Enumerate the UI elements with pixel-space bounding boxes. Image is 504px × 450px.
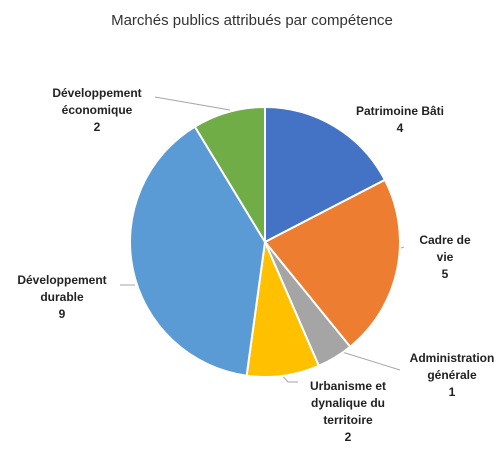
slice-label: Urbanisme et dynalique du territoire <box>309 379 387 427</box>
slice-value: 2 <box>93 120 101 134</box>
pie-slice <box>129 125 267 377</box>
leader-line <box>341 351 401 371</box>
pie-slice <box>263 178 401 349</box>
slice-value: 2 <box>344 430 352 444</box>
slice-value: 4 <box>396 121 404 135</box>
leader-line <box>154 96 231 111</box>
pie-slice <box>193 105 266 246</box>
chart-title: Marchés publics attribués par compétence <box>111 12 393 29</box>
slice-label: Cadre de vie <box>419 233 471 264</box>
slice-label: Développement durable <box>17 273 107 304</box>
slice-value: 9 <box>58 307 66 321</box>
slice-label: Développement économique <box>52 86 142 117</box>
slice-label: Administration générale <box>409 351 495 382</box>
slice-value: 1 <box>448 385 456 399</box>
slice-value: 5 <box>441 267 449 281</box>
pie-slice <box>264 105 387 244</box>
slice-label: Patrimoine Bâti <box>355 104 445 118</box>
